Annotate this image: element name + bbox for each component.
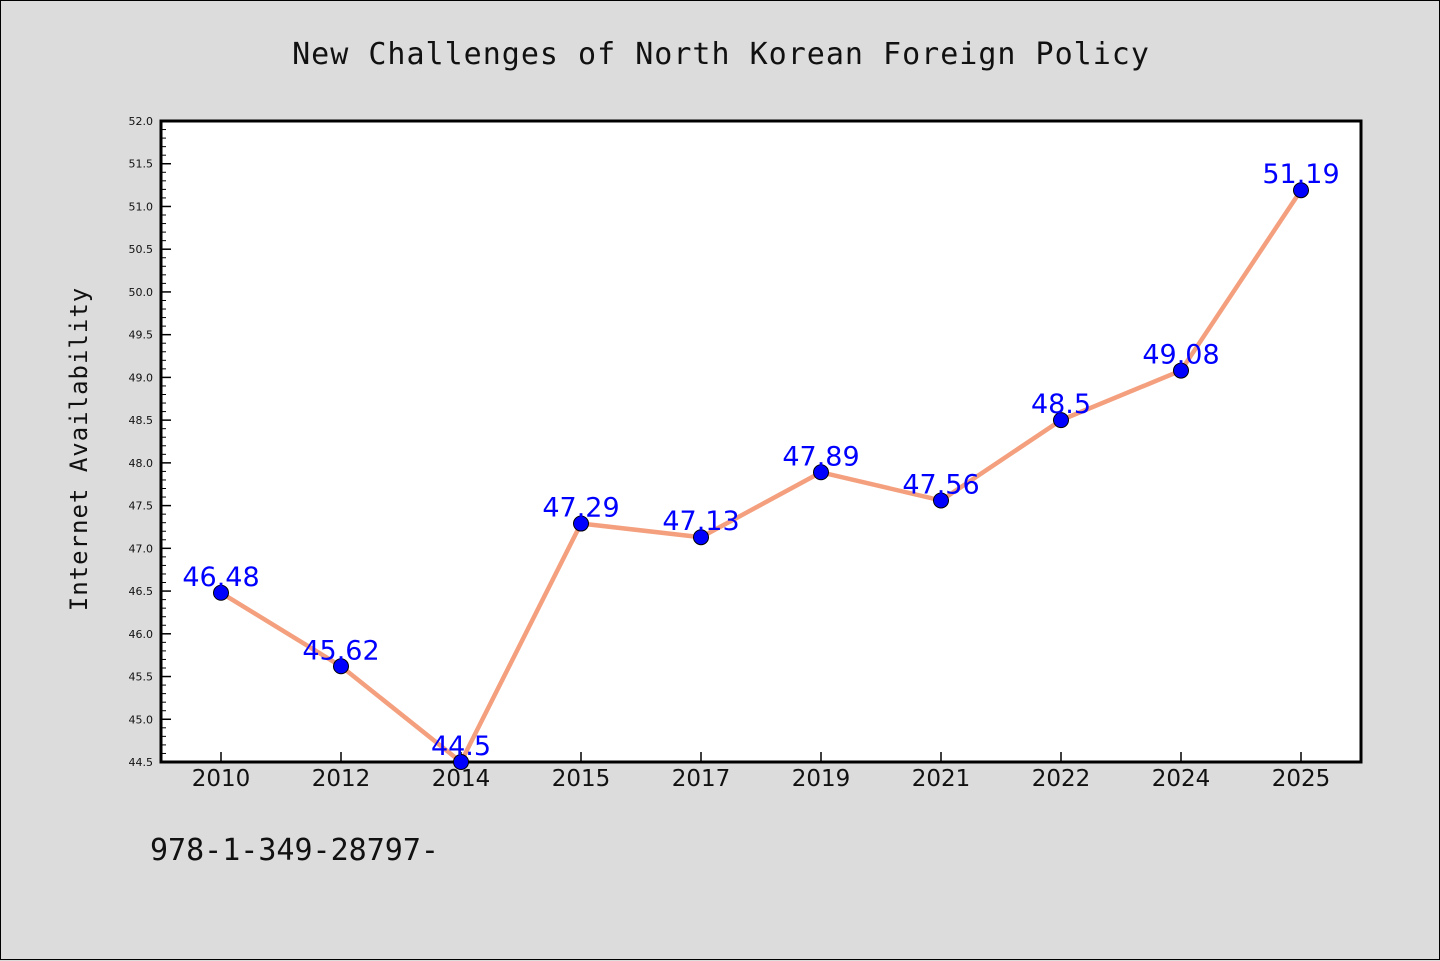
y-tick-label: 45.0 [129,713,154,726]
data-label: 47.89 [782,441,859,472]
y-tick-label: 50.0 [129,286,154,299]
x-tick-label: 2019 [792,766,851,792]
data-point [1053,412,1069,429]
data-label: 44.5 [431,731,491,762]
data-label: 46.48 [182,562,259,593]
y-tick-label: 45.5 [129,671,154,684]
y-tick-label: 50.5 [129,243,154,256]
data-label: 47.29 [542,493,619,524]
series-group [213,182,1309,770]
x-tick-label: 2025 [1272,766,1331,792]
y-tick-label: 48.0 [129,457,154,470]
y-axis-ticks: 44.5 45.0 45.5 46.0 46.5 47.0 47.5 48.0 48.5 49.0… [129,115,171,769]
data-point [813,464,829,481]
chart-title: New Challenges of North Korean Foreign P… [292,37,1150,72]
data-point [1173,362,1189,379]
data-point [333,658,349,675]
data-point [573,515,589,532]
x-tick-label: 2022 [1032,766,1091,792]
data-label: 47.56 [902,469,979,500]
data-point [453,754,469,770]
data-label: 45.62 [302,635,379,666]
y-tick-label: 46.0 [129,628,154,641]
x-tick-label: 2017 [672,766,731,792]
y-tick-label: 48.5 [129,414,154,427]
data-label: 47.13 [662,506,739,537]
x-tick-label: 2010 [192,766,251,792]
y-tick-label: 49.0 [129,371,154,384]
y-tick-label: 52.0 [129,115,154,128]
y-tick-label: 49.5 [129,329,154,342]
data-point [933,492,949,509]
y-tick-label: 51.5 [129,158,154,171]
plot-area [159,119,1363,764]
data-point [693,529,709,546]
footer-note: 978-1-349-28797- [150,833,439,868]
data-labels: 46.48 45.62 44.5 47.29 47.13 47.89 47.56 48.5 49… [182,159,1339,762]
data-label: 51.19 [1262,159,1339,190]
y-tick-label: 46.5 [129,585,154,598]
y-tick-label: 47.0 [129,542,154,555]
y-axis-label: Internet Availability [65,287,93,611]
data-point [1293,182,1309,199]
series-line [219,188,1303,765]
data-label: 49.08 [1142,340,1219,371]
x-tick-label: 2014 [432,766,491,792]
x-tick-label: 2021 [912,766,971,792]
x-axis-ticks: 2010 2012 2014 2015 2017 2019 2021 2022 2024 2025 [192,752,1331,792]
data-point [213,584,229,601]
y-tick-label: 47.5 [129,500,154,513]
x-tick-label: 2015 [552,766,611,792]
data-label: 48.5 [1031,389,1091,420]
y-tick-label: 44.5 [129,756,154,769]
x-tick-label: 2012 [312,766,371,792]
y-tick-label: 51.0 [129,200,154,213]
x-tick-label: 2024 [1152,766,1211,792]
